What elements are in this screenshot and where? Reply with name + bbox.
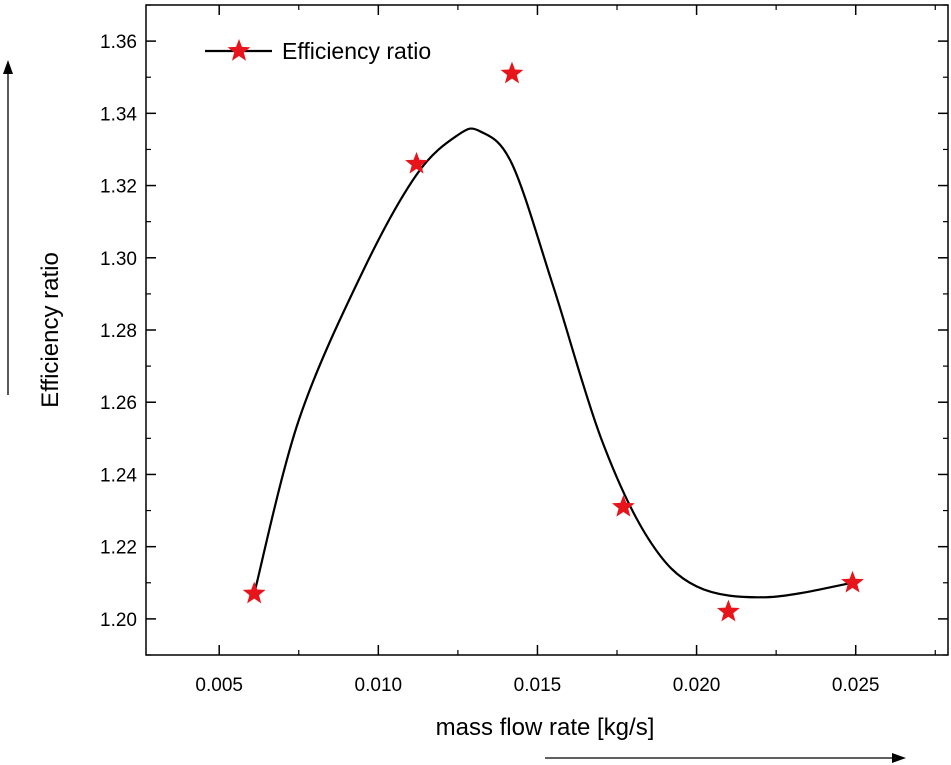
data-point-star — [242, 581, 266, 604]
data-point-star — [841, 570, 864, 593]
y-tick-label: 1.34 — [100, 104, 137, 125]
x-tick-label: 0.010 — [355, 675, 403, 696]
legend: Efficiency ratio — [205, 38, 431, 64]
y-tick-label: 1.36 — [100, 32, 137, 53]
y-tick-label: 1.30 — [100, 249, 137, 270]
y-tick-label: 1.24 — [100, 465, 137, 486]
x-tick-label: 0.005 — [195, 675, 243, 696]
x-tick-label: 0.015 — [514, 675, 562, 696]
x-axis-ticks: 0.005 0.010 0.015 0.020 0.025 — [195, 5, 936, 696]
y-tick-label: 1.26 — [100, 393, 137, 414]
x-tick-label: 0.020 — [673, 675, 721, 696]
x-axis-title: mass flow rate [kg/s] — [436, 714, 655, 741]
legend-label: Efficiency ratio — [282, 38, 431, 64]
y-tick-label: 1.28 — [100, 321, 137, 342]
fit-curve-line — [253, 127, 853, 599]
x-direction-arrow — [545, 753, 906, 763]
data-markers — [242, 61, 864, 622]
y-tick-label: 1.32 — [100, 177, 137, 198]
data-point-star — [500, 61, 524, 84]
y-direction-arrow — [3, 60, 13, 395]
legend-star-icon — [227, 39, 251, 61]
y-tick-label: 1.22 — [100, 538, 137, 559]
data-point-star — [611, 494, 635, 517]
y-axis-ticks: 1.20 1.22 1.24 1.26 1.28 1.30 1.32 1.34 1.36 — [100, 4, 948, 656]
plot-frame — [145, 4, 949, 656]
y-tick-label: 1.20 — [100, 610, 137, 631]
data-point-star — [716, 599, 740, 622]
data-point-star — [405, 151, 428, 174]
x-tick-label: 0.025 — [832, 675, 880, 696]
y-axis-title: Efficiency ratio — [37, 252, 64, 408]
